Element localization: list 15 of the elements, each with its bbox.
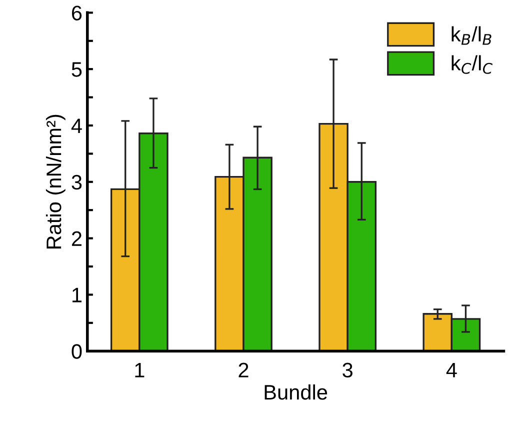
y-axis-title: Ratio (nN/nm²)	[46, 114, 66, 248]
x-tick-label: 4	[446, 362, 457, 378]
legend-label: k$_{B}$/l$_{B}$	[452, 26, 492, 45]
x-tick-label: 3	[342, 362, 352, 378]
x-tick-label: 2	[238, 362, 248, 378]
y-tick-label: 0	[72, 344, 82, 359]
y-tick-label: 1	[72, 288, 82, 302]
y-tick-label: 2	[72, 231, 82, 246]
legend-label: k$_{C}$/l$_{C}$	[452, 55, 493, 74]
y-tick-label: 3	[72, 174, 82, 190]
y-tick-label: 4	[71, 118, 82, 134]
x-tick-label: 1	[135, 362, 144, 378]
y-tick-label: 5	[72, 62, 82, 77]
y-tick-label: 6	[72, 6, 82, 20]
x-axis-title: Bundle	[264, 384, 328, 400]
